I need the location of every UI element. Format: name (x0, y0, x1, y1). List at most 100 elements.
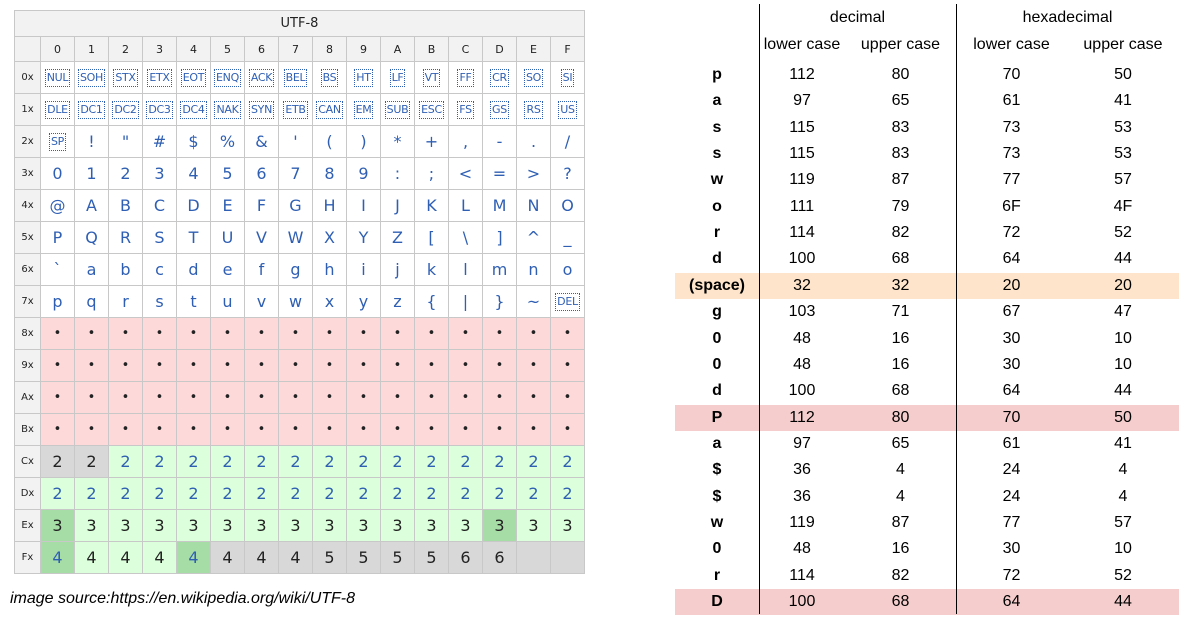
column-header: 9 (346, 36, 381, 62)
code-cell: 2 (346, 477, 381, 510)
hex-upper-cell: 52 (1114, 224, 1132, 242)
utf8-row: 9x • • • • • • • • • • • • • • • • (14, 349, 585, 382)
code-cell: LF (380, 61, 415, 94)
code-cell: u (210, 285, 245, 318)
code-cell: • (516, 413, 551, 446)
code-cell: • (414, 381, 449, 414)
code-cell: • (210, 349, 245, 382)
character-row: p 112 80 70 50 (675, 62, 1179, 88)
code-cell: • (176, 413, 211, 446)
decimal-upper-cell: 87 (891, 513, 910, 531)
hex-lower-cell: 61 (1002, 434, 1021, 452)
code-cell: < (448, 157, 483, 190)
code-cell: E (210, 189, 245, 222)
column-header: F (550, 36, 585, 62)
control-char-label: DC2 (112, 100, 139, 119)
code-cell: o (550, 253, 585, 286)
control-char-label: FF (457, 68, 474, 87)
code-cell: O (550, 189, 585, 222)
code-cell: / (550, 125, 585, 158)
row-header: 5x (14, 221, 41, 254)
control-char-label: ETB (283, 100, 308, 119)
code-cell: 2 (414, 477, 449, 510)
decimal-lower-cell: 100 (788, 593, 816, 610)
code-cell: x (312, 285, 347, 318)
code-cell: 2 (312, 445, 347, 478)
row-header: Ax (14, 381, 41, 414)
hex-upper-cell: 44 (1114, 593, 1132, 610)
row-header: 2x (14, 125, 41, 158)
control-char-label: ACK (248, 68, 275, 87)
code-cell: 4 (176, 157, 211, 190)
code-cell: 2 (380, 477, 415, 510)
code-cell: r (108, 285, 143, 318)
code-cell: b (108, 253, 143, 286)
column-header: 3 (142, 36, 177, 62)
utf8-row: 7x p q r s t u v w x y z{|} ~ DEL (14, 285, 585, 318)
hex-upper-cell: 44 (1114, 250, 1132, 268)
code-cell: . (516, 125, 551, 158)
code-cell: ( (312, 125, 347, 158)
code-cell: & (244, 125, 279, 158)
code-cell: VT (414, 61, 449, 94)
code-cell: 6 (448, 541, 483, 574)
decimal-upper-cell: 82 (891, 566, 910, 584)
code-cell: n (516, 253, 551, 286)
control-char-label: SUB (384, 100, 411, 119)
code-cell: + (414, 125, 449, 158)
decimal-lower-cell: 48 (793, 329, 811, 347)
row-header: Fx (14, 541, 41, 574)
code-cell: P (40, 221, 75, 254)
decimal-lower-cell: 112 (789, 66, 815, 83)
control-char-label: GS (490, 100, 509, 119)
hex-lower-cell: 64 (1002, 382, 1021, 400)
column-header: 5 (210, 36, 245, 62)
control-char-label: BS (320, 68, 339, 87)
character-row: w 119 87 77 57 (675, 510, 1179, 536)
control-char-label: STX (113, 68, 138, 87)
code-cell (516, 541, 551, 574)
code-cell: • (108, 317, 143, 350)
code-cell: SUB (380, 93, 415, 126)
control-char-label: DLE (45, 100, 70, 119)
code-cell: • (278, 381, 313, 414)
code-cell: 3 (108, 509, 143, 542)
code-cell: • (108, 413, 143, 446)
utf8-row: Ex 3 3 3 3 3 3 3 3 3 3 3 3 3 3 3 3 (14, 509, 585, 542)
character-row: P 112 80 70 50 (675, 404, 1179, 431)
code-cell: 2 (516, 445, 551, 478)
control-char-label: NUL (44, 68, 71, 87)
char-cell: P (711, 408, 723, 426)
code-cell: 2 (550, 477, 585, 510)
code-cell: • (176, 349, 211, 382)
code-cell: U (210, 221, 245, 254)
column-header: 6 (244, 36, 279, 62)
code-cell: = (482, 157, 517, 190)
char-cell: a (712, 434, 722, 452)
hex-upper-cell: 53 (1114, 118, 1132, 136)
code-cell: l (448, 253, 483, 286)
code-cell: DEL (550, 285, 585, 318)
code-cell: ESC (414, 93, 449, 126)
code-cell: DC4 (176, 93, 211, 126)
code-cell: ) (346, 125, 381, 158)
code-cell: • (414, 317, 449, 350)
character-row: D 100 68 64 44 (675, 589, 1179, 615)
code-cell: X (312, 221, 347, 254)
code-cell: • (108, 349, 143, 382)
column-header: 4 (176, 36, 211, 62)
code-cell: • (244, 413, 279, 446)
decimal-lower-case-header: lower case (763, 36, 841, 53)
code-cell: c (142, 253, 177, 286)
utf8-row: 2x SP! " # $% & '() * +, -. / (14, 125, 585, 158)
char-cell: r (713, 566, 721, 584)
code-cell: m (482, 253, 517, 286)
control-char-label: SP (48, 132, 67, 151)
code-cell: • (210, 317, 245, 350)
code-cell: k (414, 253, 449, 286)
code-cell: - (482, 125, 517, 158)
hex-lower-cell: 30 (1002, 329, 1021, 347)
utf8-row: 4x @ A B C D E F G H I J K L M N O (14, 189, 585, 222)
decimal-upper-cell: 82 (891, 224, 910, 242)
